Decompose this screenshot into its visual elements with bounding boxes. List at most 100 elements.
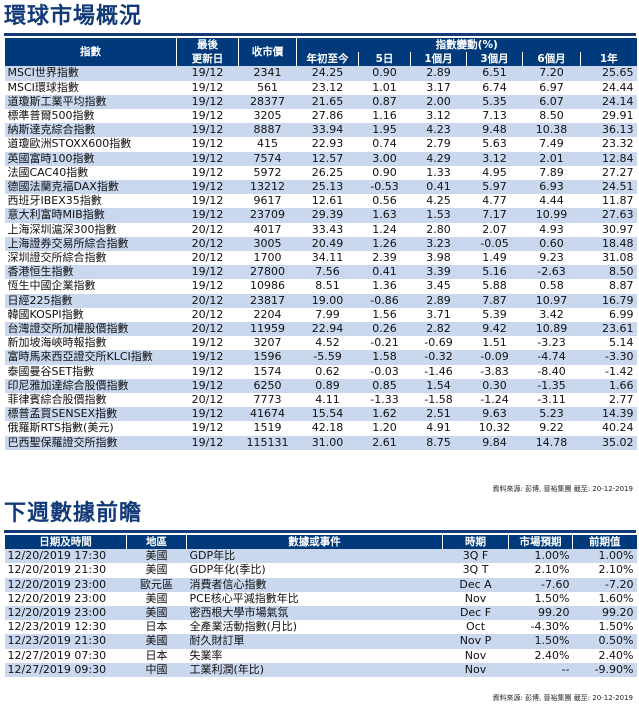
change-3m: 5.39 <box>482 307 507 321</box>
market-title: 環球市場概況 <box>4 4 143 29</box>
change-1m: 8.75 <box>410 435 467 450</box>
change-ytd: 19.00 <box>296 293 359 308</box>
change-3m: -0.09 <box>466 350 523 365</box>
change-ytd: 4.52 <box>315 336 340 350</box>
header-updated: 更新日 <box>176 52 239 67</box>
header-1m: 1個月 <box>410 52 467 67</box>
change-1y: -3.30 <box>580 350 637 365</box>
change-ytd: 8.51 <box>315 279 340 293</box>
event-previous: 0.50% <box>572 634 637 649</box>
updated-date: 20/12 <box>176 293 239 308</box>
updated-date: 19/12 <box>176 208 239 223</box>
change-1m: 3.12 <box>426 109 451 123</box>
change-1y: 18.48 <box>580 236 637 252</box>
updated-date: 19/12 <box>176 265 239 280</box>
table-row: 德國法蘭克福DAX指數 19/12 13212 25.13 -0.53 0.41 5.97 6… <box>4 180 637 195</box>
change-1y: 11.87 <box>602 194 634 208</box>
index-name: 香港恒生指數 <box>4 265 177 280</box>
change-1m: 2.80 <box>426 222 451 236</box>
change-6m: 5.23 <box>522 407 581 422</box>
event-previous: 1.00% <box>572 549 637 564</box>
close-value: 2204 <box>253 307 282 321</box>
change-6m: 3.42 <box>539 307 564 321</box>
event-datetime: 12/23/2019 12:30 <box>7 620 107 634</box>
event-previous: 1.50% <box>598 620 634 634</box>
index-name: 道瓊斯工業平均指數 <box>4 94 177 110</box>
change-6m: 6.97 <box>539 80 564 94</box>
close-value: 28377 <box>238 94 297 110</box>
updated-date: 20/12 <box>176 322 239 337</box>
change-5d: 0.85 <box>358 378 411 394</box>
event-name: 全產業活動指數(月比) <box>189 620 298 634</box>
event-name: GDP年比 <box>186 549 443 564</box>
change-1y: 2.77 <box>609 393 634 407</box>
event-region: 美國 <box>126 634 187 649</box>
index-name: 標準普爾500指數 <box>7 109 95 123</box>
header-event: 數據或事件 <box>186 535 443 550</box>
close-value: 23817 <box>238 293 297 308</box>
event-period: Dec A <box>442 577 509 592</box>
updated-date: 19/12 <box>191 80 224 94</box>
table-row: 納斯達克綜合指數 19/12 8887 33.94 1.95 4.23 9.48 10.38 3… <box>4 123 637 138</box>
change-1y: 23.61 <box>580 322 637 337</box>
event-datetime: 12/23/2019 21:30 <box>4 634 127 649</box>
table-row: 12/20/2019 17:30 美國 GDP年比 3Q F 1.00% 1.00% <box>4 549 637 564</box>
change-1m: -0.32 <box>410 350 467 365</box>
change-5d: 2.39 <box>372 251 397 265</box>
change-1y: 16.79 <box>580 293 637 308</box>
table-row: 泰國曼谷SET指數 19/12 1574 0.62 -0.03 -1.46 -3.83 -8.… <box>5 365 637 379</box>
table-row: 12/23/2019 12:30 日本 全產業活動指數(月比) Oct -4.30% 1.… <box>5 620 637 634</box>
change-3m: 9.48 <box>466 123 523 138</box>
change-5d: 1.56 <box>372 307 397 321</box>
change-5d: 1.01 <box>372 80 397 94</box>
change-3m: 6.51 <box>466 66 523 81</box>
change-5d: 1.24 <box>372 222 397 236</box>
change-ytd: 34.11 <box>311 251 344 265</box>
change-3m: -0.05 <box>466 236 523 252</box>
change-ytd: 0.62 <box>315 364 340 378</box>
change-3m: 5.97 <box>466 180 523 195</box>
change-5d: 1.16 <box>372 109 397 123</box>
change-6m: 10.38 <box>522 123 581 138</box>
change-3m: 6.74 <box>482 80 507 94</box>
change-3m: 4.95 <box>482 165 507 179</box>
table-row: 台灣證交所加權股價指數 20/12 11959 22.94 0.26 2.82 9.42 10… <box>4 322 637 337</box>
change-1m: 3.98 <box>426 251 451 265</box>
close-value: 2341 <box>238 66 297 81</box>
event-forecast: 99.20 <box>508 606 573 621</box>
change-1y: 35.02 <box>580 435 637 450</box>
change-5d: -1.33 <box>370 393 399 407</box>
change-3m: 7.13 <box>482 109 507 123</box>
index-name: MSCI世界指數 <box>4 66 177 81</box>
calendar-table: 日期及時間 地區 數據或事件 時期 市場預期 前期值 12/20/2019 17… <box>4 535 637 678</box>
change-6m: 6.07 <box>522 94 581 110</box>
change-ytd: 20.49 <box>296 236 359 252</box>
change-5d: 0.26 <box>358 322 411 337</box>
index-name: 韓國KOSPI指數 <box>7 307 84 321</box>
change-ytd: 21.65 <box>296 94 359 110</box>
change-1m: 3.45 <box>426 279 451 293</box>
change-1y: 14.39 <box>580 407 637 422</box>
event-previous: -9.90% <box>572 662 637 678</box>
change-1m: 1.33 <box>426 165 451 179</box>
index-name: 恆生中國企業指數 <box>7 279 96 293</box>
updated-date: 19/12 <box>191 137 224 151</box>
change-1m: 3.71 <box>426 307 451 321</box>
change-5d: 1.20 <box>372 421 397 435</box>
close-value: 1574 <box>253 364 282 378</box>
header-6m: 6個月 <box>522 52 581 67</box>
index-name: 巴西聖保羅證交所指數 <box>4 435 177 450</box>
change-1m: -1.58 <box>424 393 453 407</box>
table-row: 標普孟買SENSEX指數 19/12 41674 15.54 1.62 2.51 9.63 5… <box>4 407 637 422</box>
market-table: 指數 最後 收市價 指數變動(%) 更新日 年初至今 5日 1個月 3個月 6個… <box>4 38 637 450</box>
event-period: Nov <box>442 662 509 678</box>
header-1y: 1年 <box>580 52 637 67</box>
change-6m: -8.40 <box>537 364 566 378</box>
change-1m: 0.41 <box>410 180 467 195</box>
table-row: 12/27/2019 07:30 日本 失業率 Nov 2.40% 2.40% <box>5 649 637 663</box>
event-period: Oct <box>465 620 486 634</box>
index-name: 上海證券交易所綜合指數 <box>4 236 177 252</box>
change-3m: 5.16 <box>466 265 523 280</box>
change-3m: 9.63 <box>466 407 523 422</box>
close-value: 561 <box>257 80 278 94</box>
